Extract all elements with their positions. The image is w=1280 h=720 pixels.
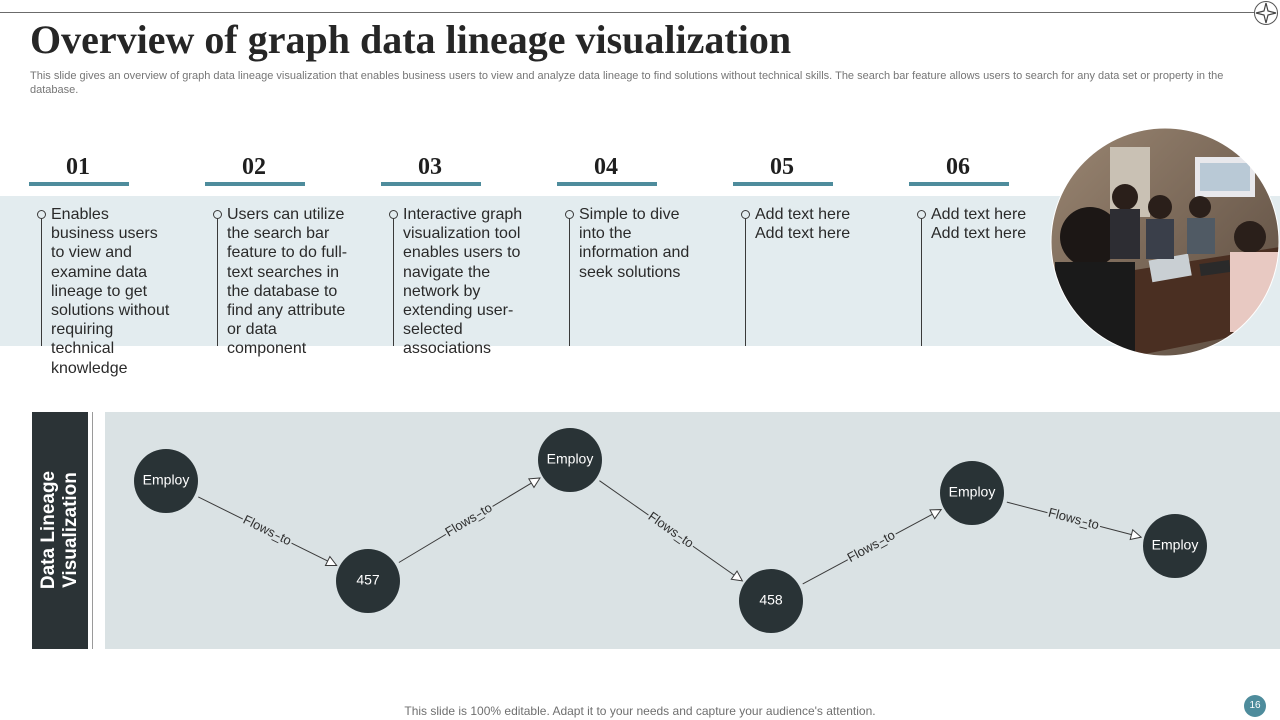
graph-node-4: [739, 569, 803, 633]
step-2: 02 Users can utilize the search bar featu…: [176, 150, 352, 357]
step-connector-line: [217, 214, 218, 346]
graph-node-6: [1143, 514, 1207, 578]
graph-node-label-3: Employ: [547, 451, 594, 467]
graph-area: [105, 412, 1280, 649]
graph-node-5: [940, 461, 1004, 525]
step-1: 01 Enables business users to view and exa…: [0, 150, 176, 377]
edge-label-1: Flows_to: [241, 512, 294, 549]
step-accent-bar: [29, 182, 129, 186]
footer-note: This slide is 100% editable. Adapt it to…: [404, 704, 876, 718]
step-accent-bar: [733, 182, 833, 186]
graph-node-label-2: 457: [356, 572, 380, 588]
step-text: Add text here Add text here: [931, 206, 1027, 243]
edge-3: [599, 480, 742, 581]
edge-1: [198, 496, 336, 566]
page-title: Overview of graph data lineage visualiza…: [30, 17, 792, 62]
edge-label-2: Flows_to: [442, 500, 494, 540]
page-subtitle: This slide gives an overview of graph da…: [30, 70, 1224, 96]
step-connector-line: [921, 214, 922, 346]
edge-label-5: Flows_to: [1047, 505, 1101, 533]
step-number: 06: [946, 154, 970, 180]
step-accent-bar: [205, 182, 305, 186]
step-connector-line: [393, 214, 394, 346]
graph-node-1: [134, 449, 198, 513]
page-number: 16: [1244, 695, 1266, 717]
step-dot: [917, 210, 926, 219]
compass-icon: [1254, 1, 1278, 25]
step-text: Simple to dive into the information and …: [579, 206, 690, 281]
step-dot: [37, 210, 46, 219]
top-rule: [0, 12, 1254, 13]
side-rule: [92, 412, 93, 649]
step-number: 04: [594, 154, 618, 180]
graph-node-label-6: Employ: [1152, 537, 1199, 553]
step-6: 06 Add text here Add text here: [880, 150, 1056, 346]
graph-side-panel: [32, 412, 88, 649]
step-3: 03 Interactive graph visualization tool e…: [352, 150, 528, 357]
graph-node-3: [538, 428, 602, 492]
step-dot: [389, 210, 398, 219]
step-number: 01: [66, 154, 90, 180]
step-text: Enables business users to view and exami…: [51, 206, 170, 377]
step-5: 05 Add text here Add text here: [704, 150, 880, 346]
step-text: Interactive graph visualization tool ena…: [403, 206, 523, 358]
step-dot: [213, 210, 222, 219]
step-accent-bar: [909, 182, 1009, 186]
step-connector-line: [569, 214, 570, 346]
meeting-photo: [1050, 127, 1280, 357]
step-4: 04 Simple to dive into the information an…: [528, 150, 704, 346]
edge-label-4: Flows_to: [845, 527, 898, 565]
step-number: 05: [770, 154, 794, 180]
step-connector-line: [41, 214, 42, 346]
step-connector-line: [745, 214, 746, 346]
step-dot: [565, 210, 574, 219]
step-number: 03: [418, 154, 442, 180]
edge-2: [398, 478, 540, 563]
graph-node-label-5: Employ: [949, 484, 996, 500]
step-number: 02: [242, 154, 266, 180]
step-accent-bar: [557, 182, 657, 186]
graph-node-label-1: Employ: [143, 472, 190, 488]
step-dot: [741, 210, 750, 219]
graph-node-2: [336, 549, 400, 613]
step-text: Add text here Add text here: [755, 206, 851, 243]
graph-node-label-4: 458: [759, 592, 783, 608]
edge-4: [802, 510, 941, 585]
step-text: Users can utilize the search bar feature…: [227, 206, 348, 358]
step-accent-bar: [381, 182, 481, 186]
edge-5: [1006, 501, 1141, 537]
edge-label-3: Flows_to: [646, 509, 697, 551]
